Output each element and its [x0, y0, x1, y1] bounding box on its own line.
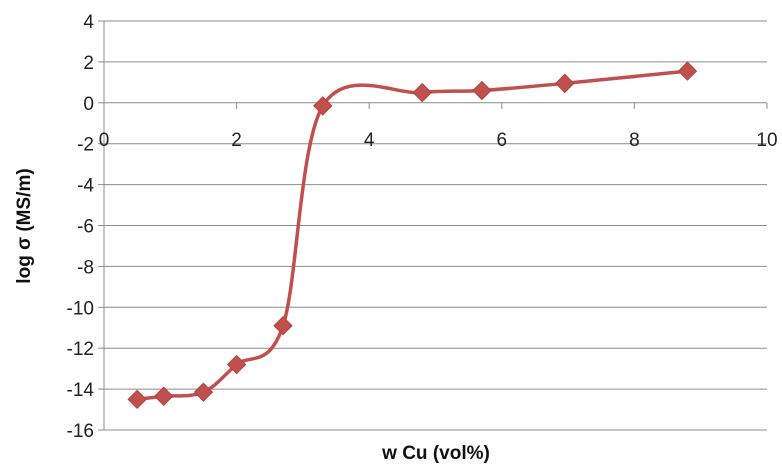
- y-tick-label: -12: [67, 339, 94, 360]
- grid-lines: [104, 20, 767, 431]
- data-point-marker: [472, 80, 492, 101]
- y-tick-label: -16: [67, 421, 94, 442]
- x-tick-label: 0: [99, 130, 110, 151]
- y-tick-label: -4: [77, 176, 94, 197]
- axes: [98, 20, 768, 431]
- data-point-marker: [226, 354, 247, 375]
- y-tick-label: 0: [83, 94, 94, 115]
- y-tick-label: -8: [77, 257, 94, 278]
- series-group: [127, 61, 698, 410]
- y-tick-labels: 4 2 0 -2 -4 -6 -8 -10 -12 -14 -16: [67, 12, 95, 442]
- x-tick-label: 4: [364, 130, 375, 151]
- y-tick-label: -6: [77, 217, 94, 238]
- y-axis-title: log σ (MS/m): [14, 168, 35, 283]
- x-tick-labels: 0 2 4 6 8 10: [99, 130, 778, 151]
- data-point-marker: [127, 389, 147, 410]
- x-tick-label: 10: [756, 130, 777, 151]
- x-tick-label: 8: [629, 130, 640, 151]
- y-tick-label: -2: [77, 135, 94, 156]
- y-tick-label: -14: [67, 380, 95, 401]
- x-tick-label: 2: [231, 130, 242, 151]
- data-point-marker: [555, 73, 575, 94]
- y-tick-label: 2: [83, 53, 94, 74]
- data-point-marker: [313, 96, 333, 116]
- x-tick-label: 6: [497, 130, 508, 151]
- data-point-marker: [677, 61, 698, 81]
- y-tick-label: -10: [67, 298, 94, 319]
- x-axis-title: w Cu (vol%): [381, 443, 490, 464]
- y-tick-label: 4: [83, 12, 94, 33]
- data-point-marker: [273, 315, 293, 336]
- data-point-marker: [193, 382, 214, 402]
- data-point-marker: [412, 82, 432, 103]
- data-point-marker: [153, 386, 174, 406]
- series-line: [136, 69, 688, 402]
